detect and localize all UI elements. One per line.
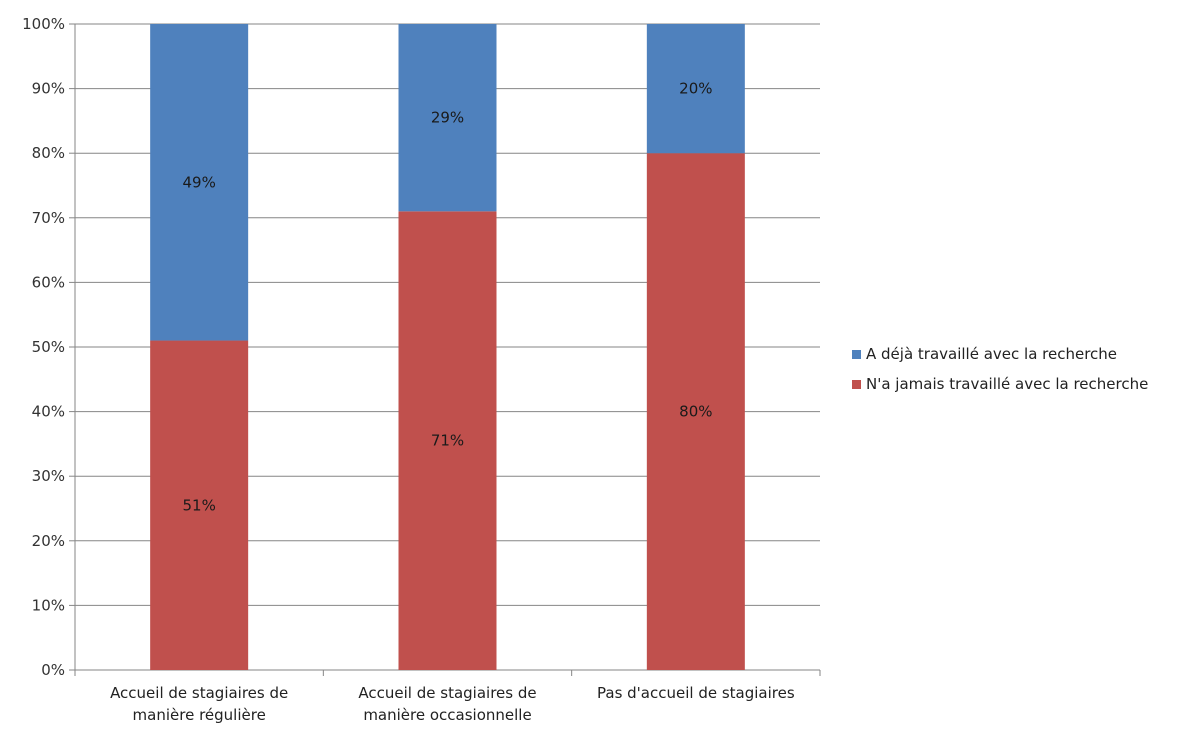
legend-label: A déjà travaillé avec la recherche — [866, 345, 1117, 363]
y-tick-label: 30% — [32, 467, 65, 485]
bar-segment — [150, 340, 249, 670]
bar-segment — [150, 24, 249, 341]
y-tick-label: 40% — [32, 403, 65, 421]
bar-data-label: 71% — [431, 432, 464, 450]
x-category-label: Accueil de stagiaires de manière occasion… — [358, 684, 536, 724]
bar-data-label: 49% — [182, 173, 215, 191]
bar-data-label: 29% — [431, 109, 464, 127]
bar-segment — [646, 153, 745, 670]
y-tick-label: 0% — [41, 661, 65, 679]
bars — [150, 24, 745, 670]
y-tick-label: 20% — [32, 532, 65, 550]
x-category-label: Accueil de stagiaires de manière régulièr… — [110, 684, 288, 724]
x-category-label: Pas d'accueil de stagiaires — [597, 684, 795, 702]
y-tick-label: 100% — [22, 15, 65, 33]
legend-label: N'a jamais travaillé avec la recherche — [866, 375, 1148, 393]
bar-segment — [646, 24, 745, 154]
bar-segment — [398, 211, 497, 670]
y-tick-label: 50% — [32, 338, 65, 356]
y-tick-label: 60% — [32, 273, 65, 291]
data-labels: 51% 49% 71% 29% 80% 20% — [182, 80, 712, 515]
bar-data-label: 20% — [679, 80, 712, 98]
legend: A déjà travaillé avec la recherche N'a ja… — [852, 345, 1148, 393]
x-axis-categories: Accueil de stagiaires de manière régulièr… — [110, 684, 795, 724]
y-tick-label: 90% — [32, 80, 65, 98]
y-tick-label: 70% — [32, 209, 65, 227]
bar-data-label: 80% — [679, 403, 712, 421]
y-tick-label: 80% — [32, 144, 65, 162]
legend-item: N'a jamais travaillé avec la recherche — [852, 375, 1148, 393]
legend-item: A déjà travaillé avec la recherche — [852, 345, 1117, 363]
legend-swatch — [852, 350, 861, 359]
bar-segment — [398, 24, 497, 212]
y-tick-label: 10% — [32, 596, 65, 614]
bar-data-label: 51% — [182, 496, 215, 514]
legend-swatch — [852, 380, 861, 389]
